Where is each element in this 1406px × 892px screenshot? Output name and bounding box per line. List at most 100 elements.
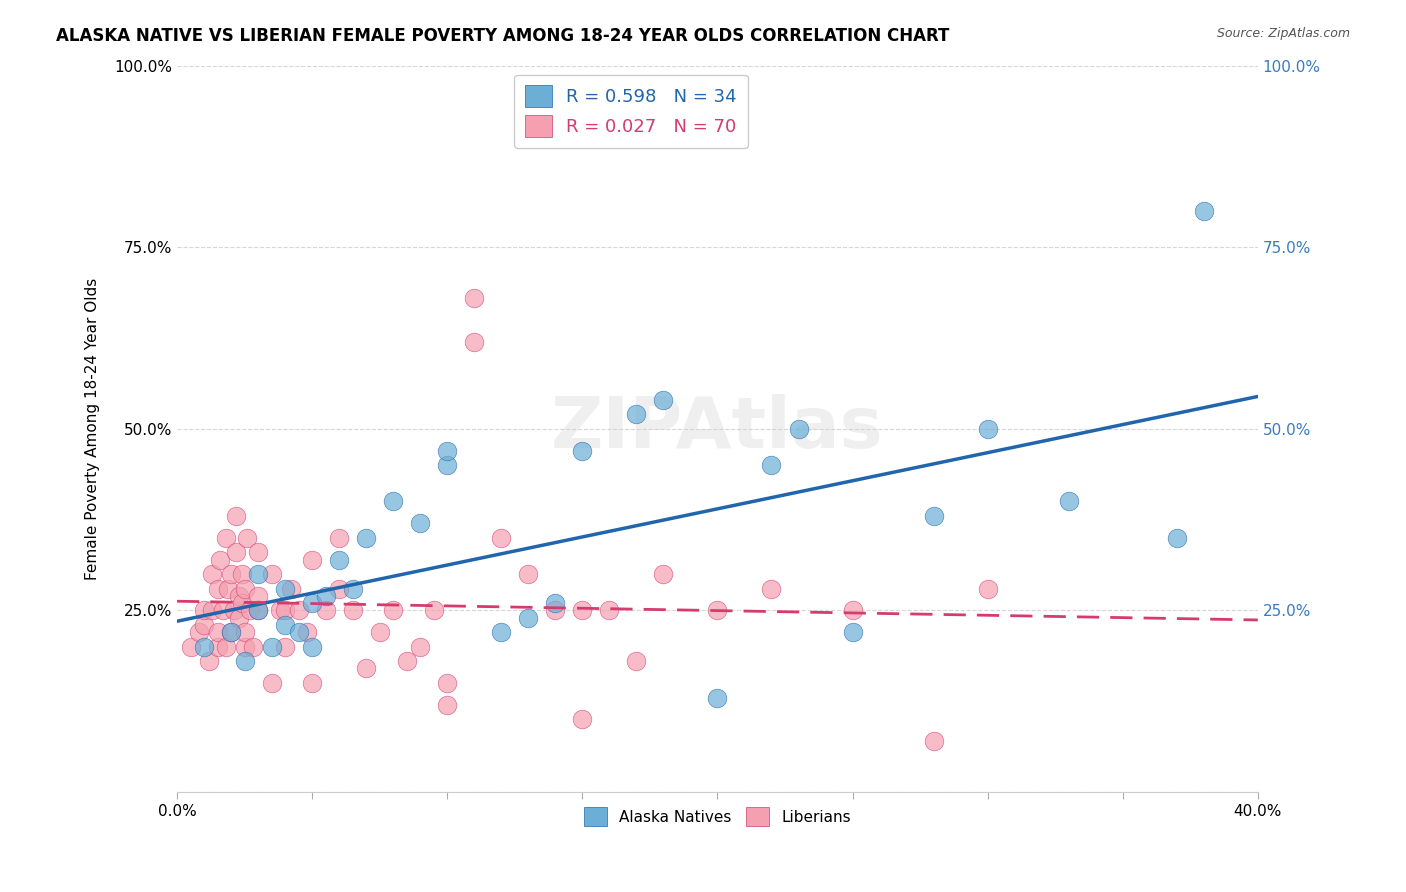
Point xyxy=(233,654,256,668)
Point xyxy=(544,603,567,617)
Point xyxy=(233,582,256,596)
Point xyxy=(301,552,323,566)
Point xyxy=(228,610,250,624)
Point xyxy=(436,676,458,690)
Point xyxy=(382,603,405,617)
Point xyxy=(544,596,567,610)
Point xyxy=(280,582,302,596)
Point xyxy=(247,603,270,617)
Point xyxy=(463,334,485,349)
Point xyxy=(315,589,337,603)
Point xyxy=(198,654,221,668)
Point xyxy=(491,625,513,640)
Point xyxy=(260,640,283,654)
Legend: Alaska Natives, Liberians: Alaska Natives, Liberians xyxy=(575,798,860,835)
Point xyxy=(517,567,540,582)
Point xyxy=(207,625,229,640)
Point xyxy=(422,603,444,617)
Point xyxy=(231,596,253,610)
Point xyxy=(207,582,229,596)
Point xyxy=(274,618,297,632)
Point xyxy=(287,625,309,640)
Point xyxy=(193,603,215,617)
Point xyxy=(626,407,648,421)
Point xyxy=(841,603,863,617)
Point xyxy=(706,690,728,705)
Point xyxy=(382,494,405,508)
Point xyxy=(342,603,364,617)
Point xyxy=(247,545,270,559)
Point xyxy=(236,531,259,545)
Point xyxy=(463,291,485,305)
Point xyxy=(217,582,239,596)
Point xyxy=(1057,494,1080,508)
Point xyxy=(225,545,247,559)
Point xyxy=(368,625,391,640)
Point xyxy=(652,567,675,582)
Text: ALASKA NATIVE VS LIBERIAN FEMALE POVERTY AMONG 18-24 YEAR OLDS CORRELATION CHART: ALASKA NATIVE VS LIBERIAN FEMALE POVERTY… xyxy=(56,27,949,45)
Point xyxy=(219,567,242,582)
Point xyxy=(922,508,945,523)
Point xyxy=(219,625,242,640)
Point xyxy=(436,443,458,458)
Point xyxy=(215,531,238,545)
Point xyxy=(517,610,540,624)
Point xyxy=(354,661,377,675)
Point xyxy=(409,640,432,654)
Point xyxy=(652,392,675,407)
Point xyxy=(260,567,283,582)
Point xyxy=(212,603,235,617)
Point xyxy=(242,640,264,654)
Point xyxy=(231,567,253,582)
Point xyxy=(247,589,270,603)
Point xyxy=(274,582,297,596)
Point xyxy=(436,698,458,712)
Point xyxy=(228,589,250,603)
Point xyxy=(354,531,377,545)
Point xyxy=(207,640,229,654)
Point xyxy=(274,603,297,617)
Point xyxy=(491,531,513,545)
Point xyxy=(1166,531,1188,545)
Point xyxy=(1192,203,1215,218)
Point xyxy=(976,582,998,596)
Point xyxy=(193,640,215,654)
Point xyxy=(301,596,323,610)
Point xyxy=(315,603,337,617)
Point xyxy=(193,618,215,632)
Point xyxy=(571,443,593,458)
Point xyxy=(626,654,648,668)
Point xyxy=(301,676,323,690)
Point xyxy=(201,603,224,617)
Point xyxy=(976,422,998,436)
Text: ZIPAtlas: ZIPAtlas xyxy=(551,394,884,463)
Point xyxy=(180,640,202,654)
Point xyxy=(187,625,209,640)
Point xyxy=(922,734,945,748)
Point xyxy=(598,603,620,617)
Point xyxy=(215,640,238,654)
Point xyxy=(761,458,783,472)
Point xyxy=(225,508,247,523)
Point xyxy=(571,603,593,617)
Point xyxy=(247,603,270,617)
Point xyxy=(295,625,318,640)
Point xyxy=(342,582,364,596)
Point xyxy=(409,516,432,531)
Point xyxy=(219,625,242,640)
Point xyxy=(436,458,458,472)
Point xyxy=(233,625,256,640)
Point xyxy=(706,603,728,617)
Point xyxy=(233,640,256,654)
Point xyxy=(328,582,350,596)
Point xyxy=(328,531,350,545)
Point xyxy=(301,640,323,654)
Point xyxy=(201,567,224,582)
Point xyxy=(571,712,593,726)
Point xyxy=(328,552,350,566)
Point xyxy=(222,603,245,617)
Point xyxy=(269,603,291,617)
Point xyxy=(260,676,283,690)
Point xyxy=(247,567,270,582)
Point xyxy=(274,640,297,654)
